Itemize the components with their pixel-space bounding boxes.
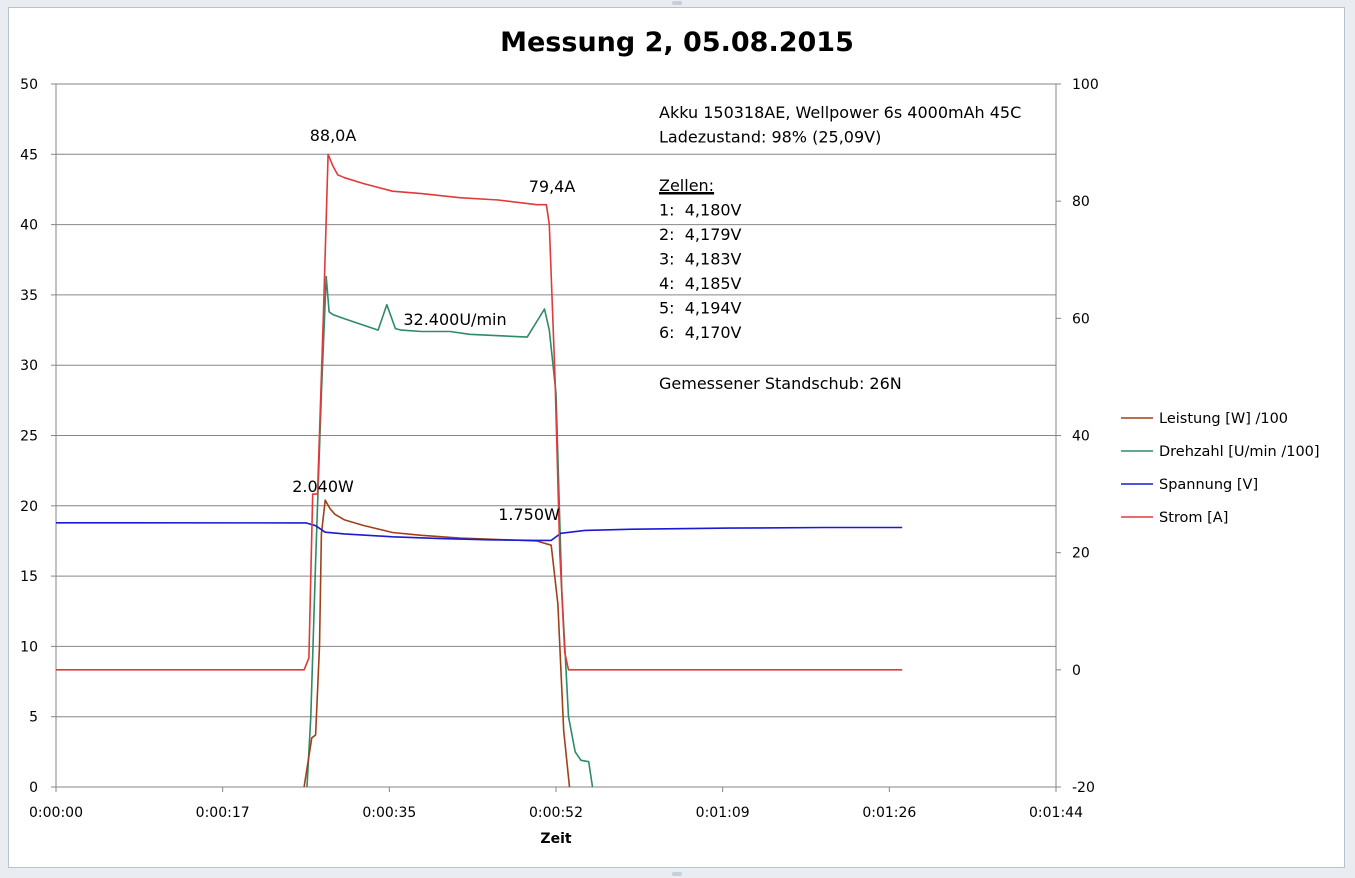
label-rpm: 32.400U/min bbox=[403, 310, 506, 329]
y-left-tick-label: 5 bbox=[29, 710, 38, 726]
y-left-tick-label: 15 bbox=[20, 569, 38, 585]
series-line-drehzahl bbox=[306, 275, 594, 788]
legend-label: Spannung [V] bbox=[1159, 477, 1258, 493]
y-left-tick-label: 20 bbox=[20, 499, 38, 515]
y-right-tick-label: 40 bbox=[1072, 429, 1090, 445]
y-right-tick-label: 0 bbox=[1072, 663, 1081, 679]
cell-voltage: 4: 4,185V bbox=[659, 274, 742, 293]
thrust-note: Gemessener Standschub: 26N bbox=[659, 374, 902, 393]
x-axis-label: Zeit bbox=[540, 831, 571, 847]
y-left-tick-label: 0 bbox=[29, 780, 38, 796]
x-tick-label: 0:00:17 bbox=[196, 805, 250, 821]
x-tick-label: 0:00:00 bbox=[29, 805, 83, 821]
y-left-tick-label: 35 bbox=[20, 288, 38, 304]
x-tick-label: 0:01:09 bbox=[696, 805, 750, 821]
cell-voltage: 2: 4,179V bbox=[659, 225, 742, 244]
cell-voltage: 3: 4,183V bbox=[659, 250, 742, 269]
y-left-tick-label: 30 bbox=[20, 358, 38, 374]
y-left-tick-label: 50 bbox=[20, 77, 38, 93]
legend-label: Drehzahl [U/min /100] bbox=[1159, 444, 1320, 460]
legend-label: Leistung [W] /100 bbox=[1159, 411, 1288, 427]
series-line-leistung bbox=[303, 499, 571, 788]
label-end-power: 1.750W bbox=[498, 505, 560, 524]
cell-voltage: 1: 4,180V bbox=[659, 201, 742, 220]
y-right-tick-label: 60 bbox=[1072, 311, 1090, 327]
y-right-tick-label: 100 bbox=[1072, 77, 1099, 93]
resize-handle-bottom[interactable] bbox=[672, 872, 682, 876]
chart-title: Messung 2, 05.08.2015 bbox=[500, 27, 854, 58]
x-tick-label: 0:01:26 bbox=[862, 805, 916, 821]
cell-voltage: 6: 4,170V bbox=[659, 323, 742, 342]
x-tick-label: 0:01:44 bbox=[1029, 805, 1083, 821]
label-peak-power: 2.040W bbox=[292, 477, 354, 496]
y-right-tick-label: -20 bbox=[1072, 780, 1095, 796]
label-peak-current: 88,0A bbox=[310, 126, 357, 145]
label-end-current: 79,4A bbox=[529, 177, 576, 196]
y-right-tick-label: 20 bbox=[1072, 546, 1090, 562]
cells-heading: Zellen: bbox=[659, 176, 714, 195]
y-right-tick-label: 80 bbox=[1072, 194, 1090, 210]
info-line: Ladezustand: 98% (25,09V) bbox=[659, 128, 881, 147]
legend: Leistung [W] /100 Drehzahl [U/min /100] Sp… bbox=[1121, 411, 1320, 526]
annotations: 88,0A 79,4A 2.040W 1.750W 32.400U/min Akku 15… bbox=[292, 103, 1021, 524]
series-line-spannung bbox=[55, 521, 903, 542]
resize-handle-top[interactable] bbox=[672, 1, 682, 5]
info-line: Akku 150318AE, Wellpower 6s 4000mAh 45C bbox=[659, 103, 1021, 122]
legend-label: Strom [A] bbox=[1159, 510, 1228, 526]
chart-area[interactable] bbox=[8, 7, 1345, 868]
y-left-tick-label: 10 bbox=[20, 639, 38, 655]
cell-voltage: 5: 4,194V bbox=[659, 299, 742, 318]
x-tick-label: 0:00:52 bbox=[529, 805, 583, 821]
y-left-tick-label: 40 bbox=[20, 218, 38, 234]
y-left-tick-label: 25 bbox=[20, 429, 38, 445]
axes: 0 5 10 15 20 25 30 35 40 45 50 -20 0 20 40 60 80 100 0:00:… bbox=[20, 77, 1099, 821]
series-lines bbox=[55, 153, 903, 788]
x-tick-label: 0:00:35 bbox=[362, 805, 416, 821]
y-left-tick-label: 45 bbox=[20, 147, 38, 163]
series-line-strom bbox=[56, 153, 903, 671]
